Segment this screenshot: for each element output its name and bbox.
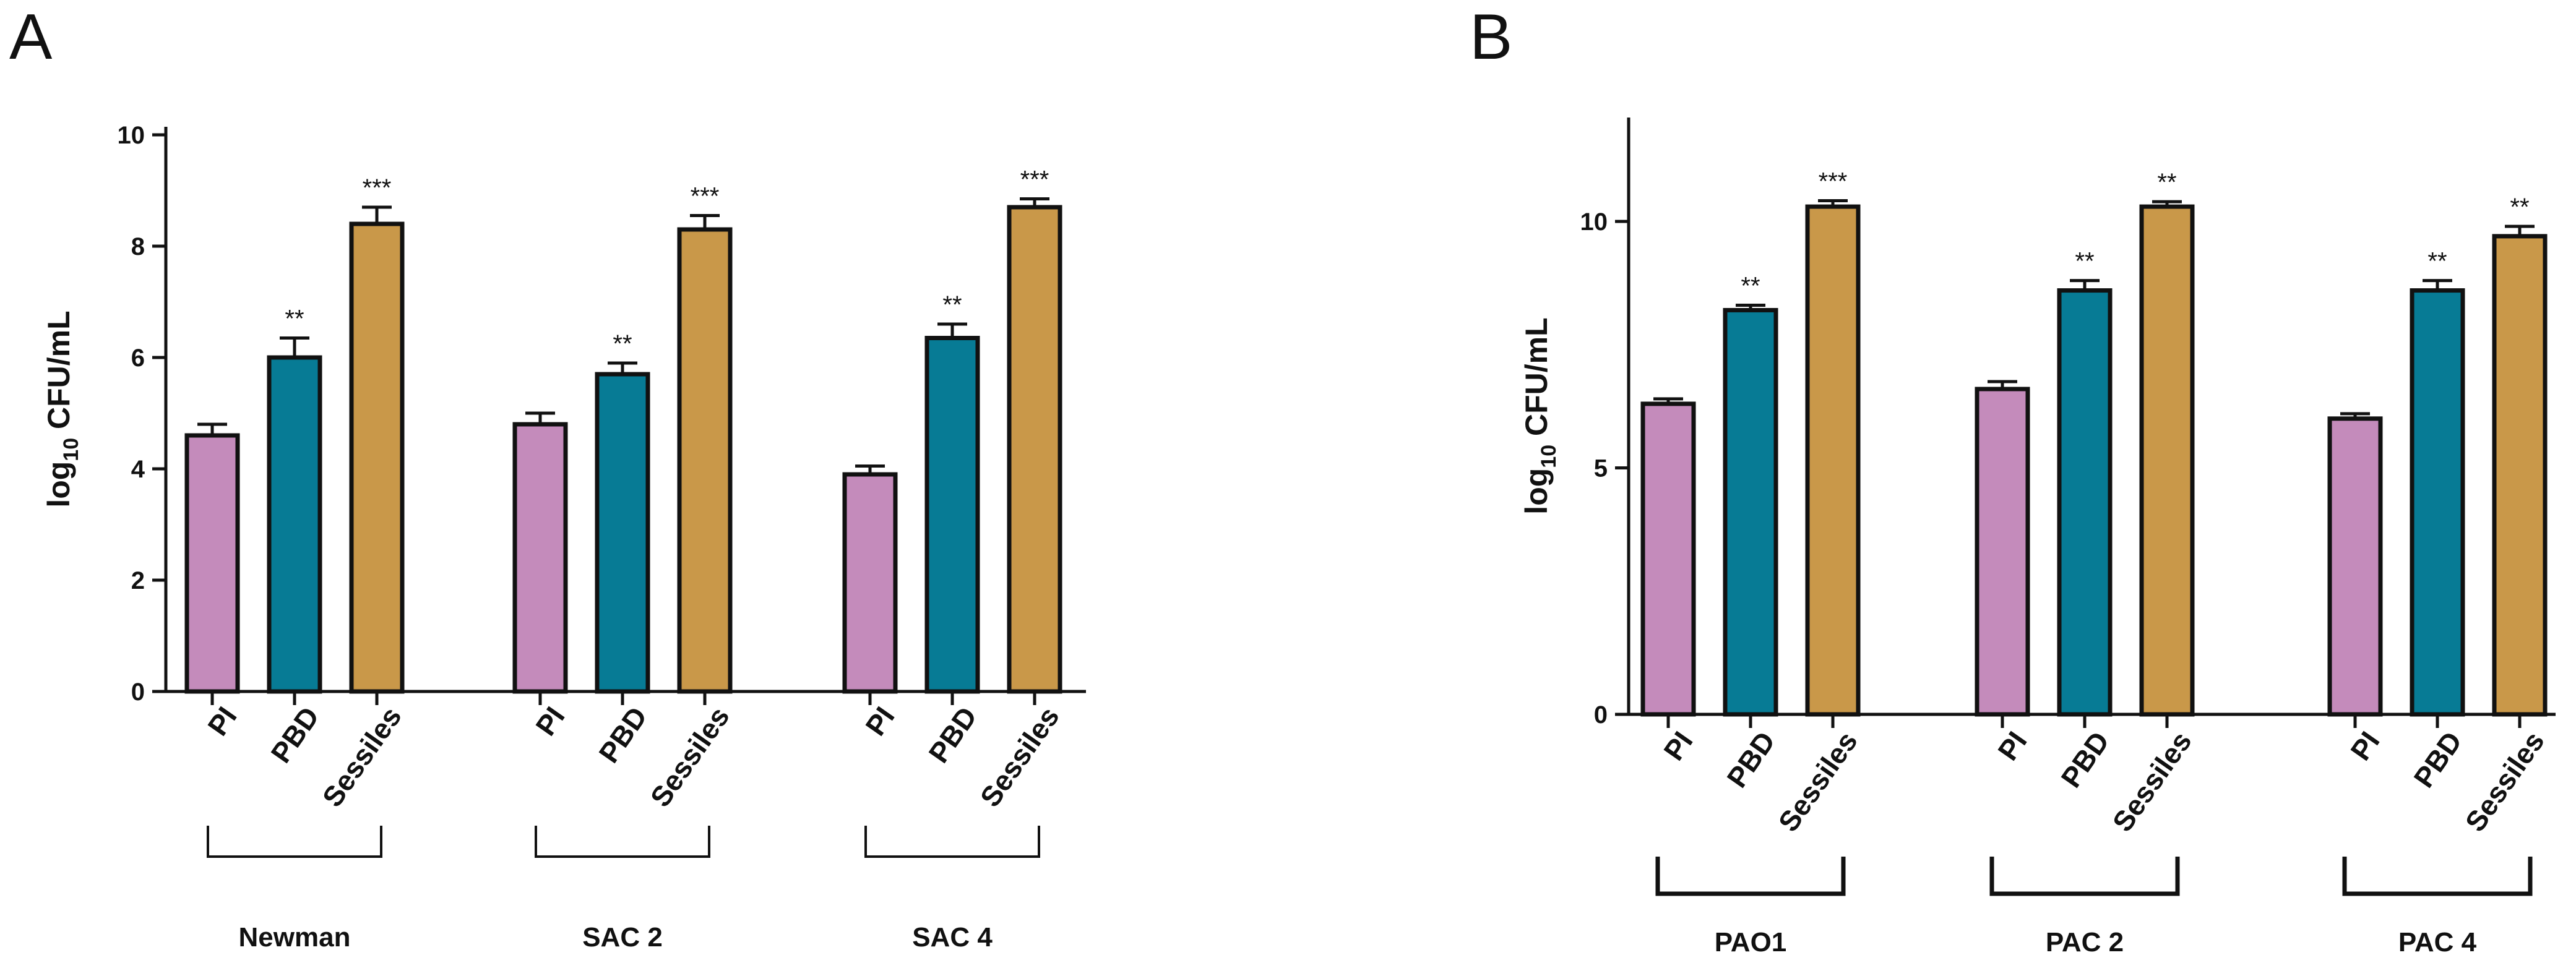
y-tick-label: 10 <box>118 122 145 149</box>
significance-label: *** <box>363 174 392 202</box>
x-tick-label: PI <box>1657 725 1699 766</box>
x-tick-label: PBD <box>1720 725 1781 793</box>
significance-label: ** <box>2427 248 2447 275</box>
significance-label: ** <box>1741 272 1760 299</box>
panel-letter: B <box>1470 1 1512 73</box>
bar-pi <box>2327 416 2383 717</box>
bar-pi <box>1975 387 2030 717</box>
group-bracket <box>864 826 1040 858</box>
x-tick-label: Sessiles <box>316 701 407 813</box>
x-tick-label: PI <box>1991 725 2033 766</box>
group-label: PAO1 <box>1715 927 1787 957</box>
y-axis-label-subscript: 10 <box>59 438 83 461</box>
panel-letter: A <box>9 1 53 73</box>
bar-pi <box>1640 401 1696 717</box>
y-tick-label: 10 <box>1580 208 1608 236</box>
bar-sessiles <box>2492 234 2548 717</box>
group-label: PAC 2 <box>2046 927 2124 957</box>
significance-label: *** <box>1020 166 1049 194</box>
x-tick-label: Sessiles <box>1772 725 1863 837</box>
x-tick-label: PI <box>529 701 571 741</box>
x-tick-label: PBD <box>264 701 325 768</box>
x-tick-label: PBD <box>2407 725 2468 793</box>
group-bracket <box>1655 857 1846 896</box>
significance-label: ** <box>285 306 304 333</box>
group-label: SAC 2 <box>582 922 663 952</box>
bar-sessiles <box>1805 204 1861 717</box>
bar-pbd <box>595 372 650 694</box>
bar-pi <box>184 433 240 694</box>
bar-pi <box>842 472 898 694</box>
group-bracket <box>1989 857 2180 896</box>
y-axis-label: log10 CFU/mL <box>41 310 83 507</box>
y-tick-label: 4 <box>131 456 145 483</box>
y-tick-label: 2 <box>131 567 145 594</box>
significance-label: ** <box>942 291 962 319</box>
group-bracket <box>2342 857 2533 896</box>
y-tick-label: 0 <box>131 678 145 706</box>
significance-label: ** <box>2510 194 2529 221</box>
group-label: SAC 4 <box>912 922 993 952</box>
group-bracket <box>207 826 382 858</box>
x-tick-label: Sessiles <box>973 701 1065 813</box>
significance-label: *** <box>691 183 720 210</box>
bar-pi <box>512 422 568 694</box>
x-tick-label: Sessiles <box>2106 725 2197 837</box>
bar-sessiles <box>1007 205 1062 694</box>
bar-sessiles <box>2139 204 2195 717</box>
x-tick-label: PI <box>201 701 243 741</box>
significance-label: *** <box>1819 168 1848 195</box>
y-axis-label-main: log <box>41 461 76 508</box>
y-axis-label-main: log <box>1519 468 1554 515</box>
y-tick-label: 5 <box>1594 455 1608 482</box>
group-bracket <box>535 826 710 858</box>
x-tick-label: PI <box>859 701 901 741</box>
x-tick-label: Sessiles <box>644 701 735 813</box>
x-tick-label: PBD <box>592 701 653 768</box>
y-axis-label-subscript: 10 <box>1537 445 1561 468</box>
y-tick-label: 0 <box>1594 701 1608 729</box>
bar-pbd <box>2057 288 2113 717</box>
x-tick-label: Sessiles <box>2458 725 2550 837</box>
bar-pbd <box>267 355 322 694</box>
y-axis-label-unit: CFU/mL <box>1519 317 1554 445</box>
significance-label: ** <box>2075 248 2094 275</box>
bar-pbd <box>2410 288 2465 717</box>
bar-pbd <box>1723 307 1778 717</box>
bar-sessiles <box>349 221 405 694</box>
bar-sessiles <box>677 227 733 694</box>
y-axis-label-unit: CFU/mL <box>41 310 76 438</box>
group-label: Newman <box>239 922 351 952</box>
bar-pbd <box>924 336 980 694</box>
group-label: PAC 4 <box>2398 927 2477 957</box>
x-tick-label: PI <box>2344 725 2386 766</box>
significance-label: ** <box>613 330 632 357</box>
significance-label: ** <box>2157 169 2176 196</box>
y-tick-label: 6 <box>131 345 145 372</box>
x-tick-label: PBD <box>922 701 983 768</box>
y-tick-label: 8 <box>131 233 145 260</box>
y-axis-label: log10 CFU/mL <box>1519 317 1561 514</box>
x-tick-label: PBD <box>2054 725 2115 793</box>
